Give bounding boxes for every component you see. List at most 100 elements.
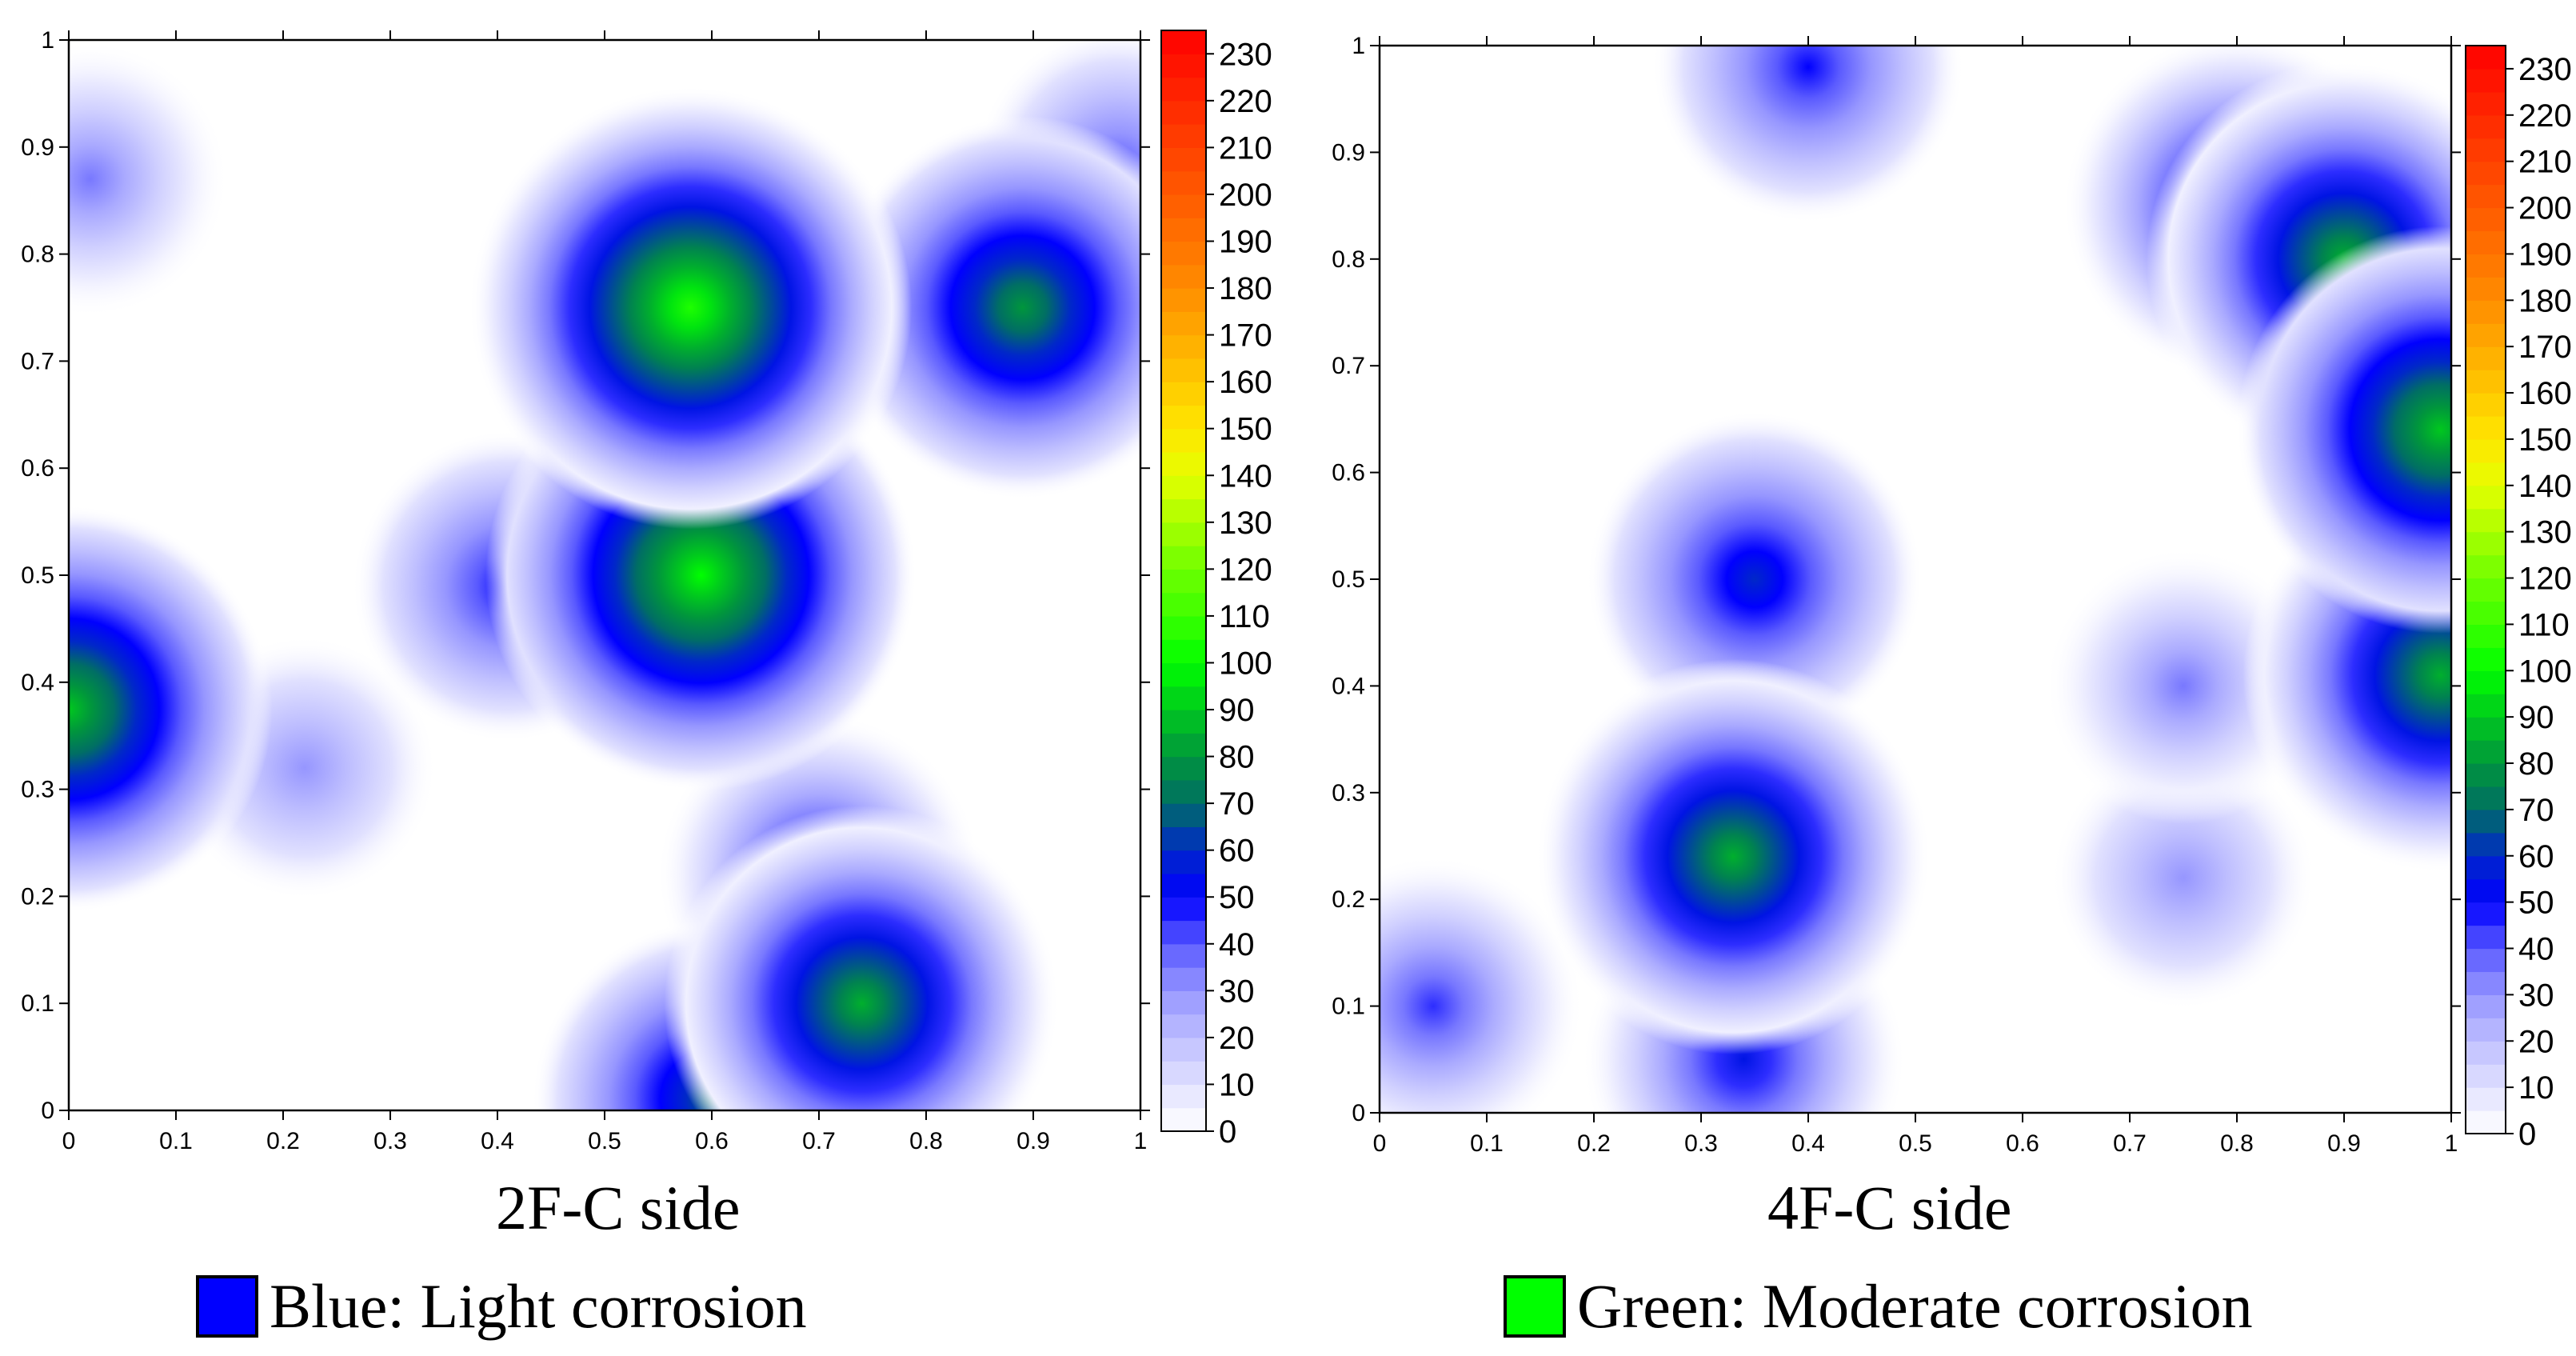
y-tick-label: 0.5 [21,562,54,589]
colorbar-segment [2466,694,2506,718]
colorbar-segment [1161,288,1206,312]
colorbar-segment [2466,925,2506,950]
y-tick-label: 0.6 [21,455,54,482]
colorbar-tick-label: 140 [1219,458,1272,494]
colorbar-segment [1161,873,1206,898]
chart-title-4f: 4F-C side [1767,1173,2012,1242]
colorbar-segment [2466,508,2506,533]
colorbar-segment [2466,578,2506,602]
colorbar-segment [2466,300,2506,324]
colorbar-segment [2466,948,2506,973]
heatmap-panel-4f: 0 0.1 0.2 0.3 0.4 0.5 0.6 0.7 0.8 0.9 100.10.20.30… [1332,33,2572,1157]
x-tick-label: 1 [1134,1128,1148,1154]
colorbar-tick-label: 70 [1219,786,1255,822]
colorbar-segment [1161,475,1206,500]
colorbar-segment [1161,779,1206,804]
x-tick-label: 0.4 [481,1128,514,1154]
colorbar-tick-label: 60 [2518,839,2554,874]
colorbar-segment [1161,733,1206,758]
colorbar-tick-label: 40 [1219,927,1255,962]
colorbar-segment [2466,971,2506,995]
colorbar-segment [2466,624,2506,648]
y-tick-label: 0.4 [1332,673,1365,699]
colorbar-tick-label: 230 [1219,37,1272,72]
colorbar-segment [1161,147,1206,172]
colorbar-segment [2466,878,2506,903]
colorbar-segment [1161,662,1206,687]
x-tick-label: 0.9 [2327,1130,2361,1157]
colorbar-tick-label: 100 [1219,646,1272,681]
legend-label-moderate-corrosion: Green: Moderate corrosion [1577,1271,2253,1341]
colorbar-tick-label: 200 [2518,191,2572,226]
colorbar-segment [1161,77,1206,102]
colorbar-segment [2466,370,2506,394]
y-tick-label: 0.9 [1332,139,1365,166]
colorbar-segment [1161,30,1206,54]
colorbar-segment [1161,1037,1206,1062]
heatmap-hotspot [1587,411,1923,747]
x-tick-label: 0.4 [1791,1130,1825,1157]
colorbar-segment [2466,207,2506,232]
x-tick-label: 0.5 [1899,1130,1932,1157]
legend-swatch-blue [196,1275,258,1338]
colorbar-segment [2466,462,2506,486]
colorbar-tick-label: 110 [2518,607,2570,642]
colorbar-tick-label: 0 [2518,1117,2536,1152]
heatmap-figure-svg: 0 0.1 0.2 0.3 0.4 0.5 0.6 0.7 0.8 0.9 100.10.20.30… [21,27,2572,1157]
x-tick-label: 0.6 [2006,1130,2039,1157]
colorbar-segment [1161,850,1206,874]
colorbar-tick-label: 110 [1219,599,1270,634]
colorbar-segment [2466,832,2506,857]
colorbar-segment [1161,897,1206,922]
colorbar-segment [1161,428,1206,453]
colorbar-segment [2466,161,2506,186]
colorbar-segment [2466,647,2506,671]
y-tick-label: 0 [1352,1100,1365,1126]
colorbar-tick-label: 90 [1219,693,1255,728]
colorbar-segment [2466,230,2506,255]
colorbar-frame [1160,30,1207,1132]
colorbar-segment [2466,1041,2506,1065]
colorbar-segment [1161,241,1206,266]
colorbar-segment [1161,382,1206,406]
y-tick-label: 0.1 [1332,994,1365,1020]
colorbar-segment [1161,546,1206,570]
x-tick-label: 0.7 [802,1128,836,1154]
colorbar-tick-label: 60 [1219,834,1255,869]
colorbar-4f: 0 10 20 30 40 50 60 70 80 90 100 110 120 130 140 150 160… [2465,45,2572,1152]
colorbar-segment [2466,114,2506,139]
heatmap-hotspot [69,505,273,913]
colorbar-tick-label: 30 [1219,974,1255,1009]
x-tick-label: 0.8 [2220,1130,2254,1157]
x-tick-label: 0.8 [909,1128,943,1154]
colorbar-segment [2466,184,2506,209]
colorbar-tick-label: 180 [1219,271,1272,306]
colorbar-segment [2466,1018,2506,1042]
colorbar-segment [2466,254,2506,278]
y-tick-label: 0.7 [21,348,54,374]
colorbar-tick-label: 50 [1219,880,1255,915]
colorbar-segment [2466,601,2506,626]
colorbar-tick-label: 20 [2518,1024,2554,1059]
y-tick-label: 1 [41,27,54,54]
colorbar-segment [2466,415,2506,440]
colorbar-segment [2466,763,2506,787]
colorbar-segment [2466,902,2506,926]
colorbar-segment [1161,498,1206,523]
x-tick-label: 0.1 [1470,1130,1504,1157]
y-tick-label: 0.3 [1332,780,1365,806]
y-tick-label: 0.2 [21,883,54,910]
colorbar-tick-label: 50 [2518,886,2554,921]
heatmap-hotspot [1380,856,1584,1113]
colorbar-tick-label: 120 [2518,562,2572,597]
y-tick-label: 0 [41,1098,54,1124]
colorbar-frame [2465,45,2506,1134]
colorbar-tick-label: 140 [2518,469,2572,504]
colorbar-segment [2466,1064,2506,1088]
x-tick-label: 0.2 [266,1128,300,1154]
y-tick-label: 0.4 [21,670,54,696]
colorbar-tick-label: 150 [2518,422,2572,458]
colorbar-tick-label: 20 [1219,1021,1255,1056]
colorbar-tick-label: 10 [1219,1067,1255,1102]
